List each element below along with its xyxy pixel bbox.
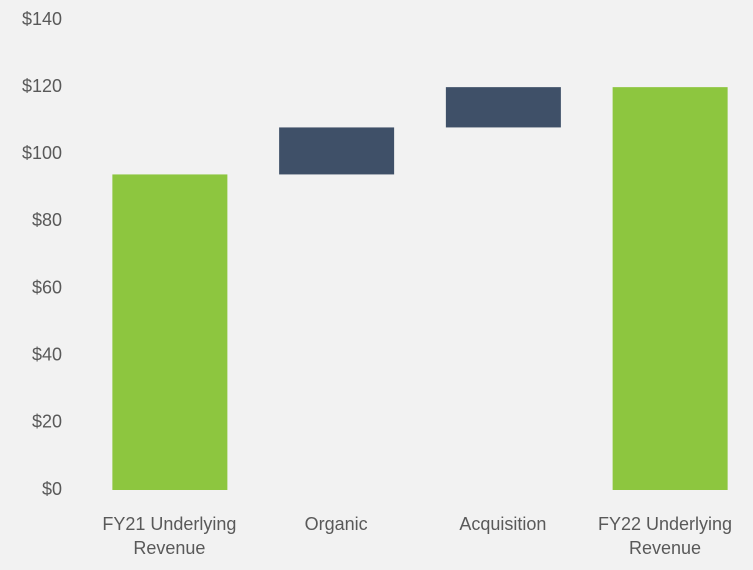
x-tick-label: Acquisition (459, 514, 547, 534)
x-tick-label: FY21 Underlying Revenue (102, 514, 237, 558)
y-tick-label: $40 (32, 344, 62, 364)
y-tick-label: $120 (22, 76, 62, 96)
y-tick-label: $20 (32, 412, 62, 432)
bar (445, 87, 561, 128)
y-tick-label: $0 (42, 479, 62, 499)
bar (279, 127, 395, 175)
bar (612, 87, 728, 491)
bar (112, 174, 228, 490)
y-tick-label: $80 (32, 210, 62, 230)
x-tick-label: FY22 Underlying Revenue (597, 514, 733, 558)
y-tick-label: $60 (32, 277, 62, 297)
y-tick-label: $100 (22, 143, 62, 163)
y-tick-label: $140 (22, 9, 62, 29)
x-tick-label: Organic (304, 514, 368, 534)
